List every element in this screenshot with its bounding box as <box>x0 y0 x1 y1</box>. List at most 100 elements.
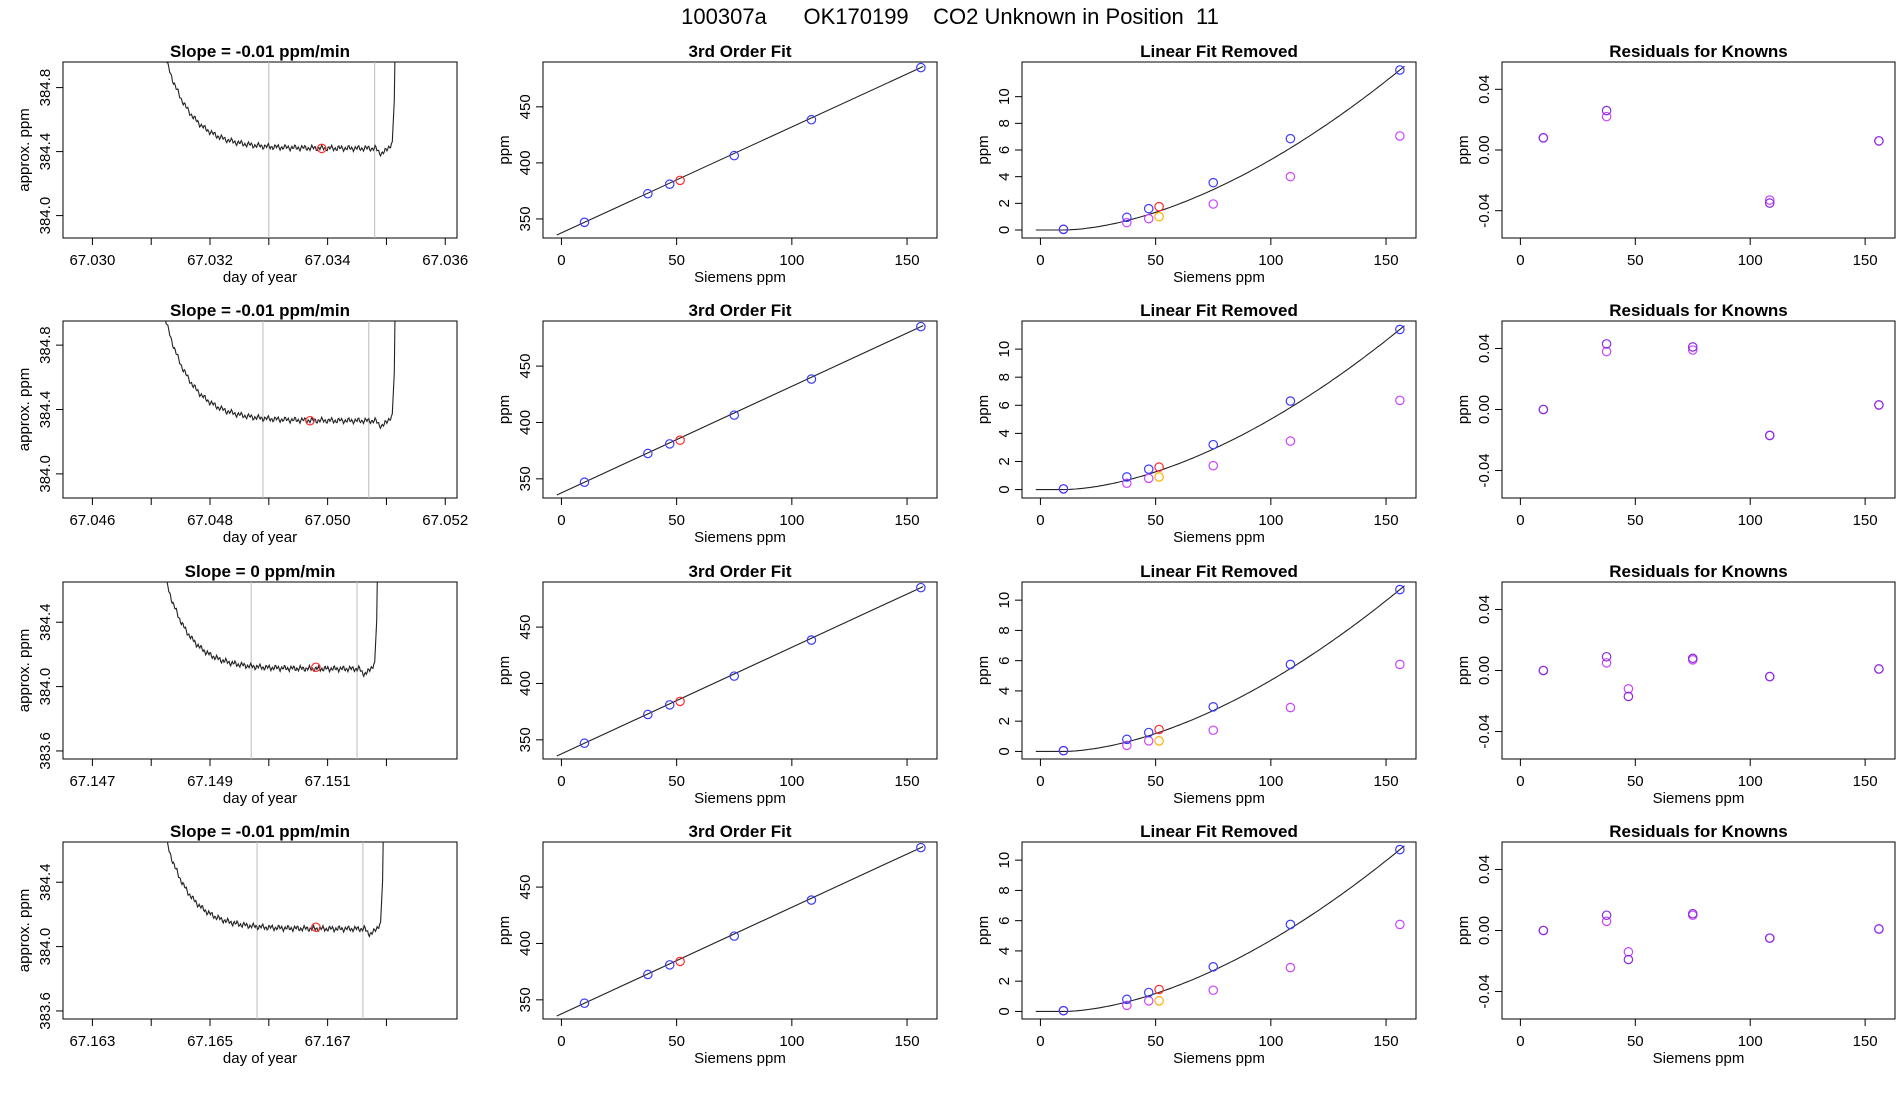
residual-point-alt <box>1601 916 1612 927</box>
x-axis-label: Siemens ppm <box>694 790 786 807</box>
standard-point <box>1122 472 1132 482</box>
residual-point <box>1687 653 1698 664</box>
unknown-point <box>675 956 685 967</box>
y-tick-label: 8 <box>996 626 1013 634</box>
y-axis-label: ppm <box>496 656 513 685</box>
x-tick-label: 150 <box>1374 252 1399 269</box>
x-axis-label: Siemens ppm <box>694 269 786 286</box>
x-tick-label: 67.165 <box>187 1033 233 1050</box>
plot-frame <box>1021 841 1417 1020</box>
plot-area <box>1538 105 1884 208</box>
panel-lin-row2: Linear Fit Removed 0 50 100 150 0 2 4 6 8 10 Siemen… <box>975 301 1417 546</box>
residual-point <box>1538 133 1549 143</box>
y-tick-label: 384.4 <box>37 133 54 171</box>
standard-point <box>1058 1005 1069 1016</box>
y-tick-label: 0.00 <box>1476 656 1493 685</box>
unknown-linear-point <box>1154 472 1164 482</box>
residual-point-alt <box>1601 111 1612 122</box>
y-tick-label: 384.0 <box>37 197 54 235</box>
plot-area <box>166 842 384 1019</box>
y-tick-label: 10 <box>996 592 1013 609</box>
residual-point <box>1601 105 1612 116</box>
panel-res-row1: Residuals for Knowns 0 50 100 150 -0.04 0.00 0.… <box>1455 42 1896 269</box>
y-tick-label: 384.4 <box>37 863 54 901</box>
residual-point <box>1764 430 1775 441</box>
y-tick-label: 384.4 <box>37 391 54 429</box>
panel-res-row3: Residuals for Knowns 0 50 100 150 -0.04 0.00 0.… <box>1455 562 1896 807</box>
x-tick-label: 0 <box>557 252 565 269</box>
plot-frame <box>1501 61 1896 239</box>
y-tick-label: 0 <box>996 1007 1013 1015</box>
panel-lin-row1: Linear Fit Removed 0 50 100 150 0 2 4 6 8 10 Siemen… <box>975 42 1417 286</box>
ts-trace-line <box>166 842 384 938</box>
x-tick-label: 50 <box>1147 773 1164 790</box>
linear-removed-point <box>1143 213 1154 224</box>
panel-res-row2: Residuals for Knowns 0 50 100 150 -0.04 0.00 0.… <box>1455 301 1896 529</box>
y-tick-label: 350 <box>517 987 534 1012</box>
y-tick-label: 400 <box>517 150 534 175</box>
residual-point <box>1764 671 1775 682</box>
linear-removed-point <box>1143 996 1154 1006</box>
residual-point-alt <box>1764 195 1775 205</box>
standard-point <box>1122 994 1132 1005</box>
x-tick-label: 0 <box>1036 512 1044 529</box>
x-axis-label: Siemens ppm <box>1653 790 1745 807</box>
y-tick-label: 383.6 <box>37 732 54 770</box>
panel-lin-row3: Linear Fit Removed 0 50 100 150 0 2 4 6 8 10 Siemen… <box>975 562 1417 807</box>
y-axis-label: ppm <box>1455 395 1472 424</box>
y-tick-label: 8 <box>996 373 1013 381</box>
plot-title: Slope = -0.01 ppm/min <box>170 822 350 841</box>
x-tick-label: 50 <box>1627 773 1644 790</box>
y-tick-label: 4 <box>996 172 1013 180</box>
fit-curve-line <box>556 325 924 496</box>
x-tick-label: 100 <box>1258 773 1283 790</box>
y-tick-label: -0.04 <box>1476 194 1493 228</box>
y-axis-label: ppm <box>975 656 992 685</box>
standard-point <box>1395 324 1405 335</box>
standard-point <box>1058 224 1069 235</box>
y-tick-label: 8 <box>996 886 1013 894</box>
x-tick-label: 67.151 <box>305 773 351 790</box>
plot-area <box>1538 908 1884 965</box>
y-tick-label: 0.04 <box>1476 595 1493 624</box>
ts-trace-line <box>165 62 396 158</box>
x-tick-label: 150 <box>1374 773 1399 790</box>
plot-area <box>1538 651 1884 702</box>
y-tick-label: -0.04 <box>1476 453 1493 487</box>
plot-frame <box>62 841 458 1020</box>
x-tick-label: 100 <box>1738 1033 1763 1050</box>
linear-removed-point <box>1285 436 1296 446</box>
y-tick-label: 0 <box>996 226 1013 234</box>
residual-point <box>1687 908 1698 919</box>
panel-fit-row4: 3rd Order Fit 0 50 100 150 350 400 450 Siemens p… <box>496 822 938 1067</box>
residual-point <box>1687 342 1698 352</box>
y-axis-label: approx. ppm <box>16 368 33 451</box>
y-tick-label: 4 <box>996 687 1013 695</box>
x-tick-label: 50 <box>668 1033 685 1050</box>
x-tick-label: 150 <box>1853 773 1878 790</box>
plot-title: Linear Fit Removed <box>1140 562 1298 581</box>
x-tick-label: 100 <box>779 773 804 790</box>
plot-title: Linear Fit Removed <box>1140 822 1298 841</box>
standard-point <box>1285 133 1296 144</box>
standard-point <box>1285 919 1296 930</box>
residual-point-alt <box>1623 684 1634 694</box>
fit-curve-line <box>556 66 924 236</box>
plot-area <box>165 62 396 238</box>
x-tick-label: 50 <box>668 773 685 790</box>
y-axis-label: approx. ppm <box>16 629 33 712</box>
plot-area <box>165 321 396 498</box>
residual-point <box>1538 404 1549 415</box>
y-tick-label: 2 <box>996 457 1013 465</box>
y-axis-label: ppm <box>1455 916 1472 945</box>
unknown-point <box>675 696 685 707</box>
y-axis-label: ppm <box>496 135 513 164</box>
plot-title: Linear Fit Removed <box>1140 301 1298 320</box>
plot-area <box>1035 844 1405 1016</box>
x-tick-label: 100 <box>1738 773 1763 790</box>
unknown-point <box>1154 462 1164 472</box>
unknown-point <box>675 435 685 445</box>
standard-point <box>1058 484 1069 494</box>
plot-area <box>556 582 926 757</box>
